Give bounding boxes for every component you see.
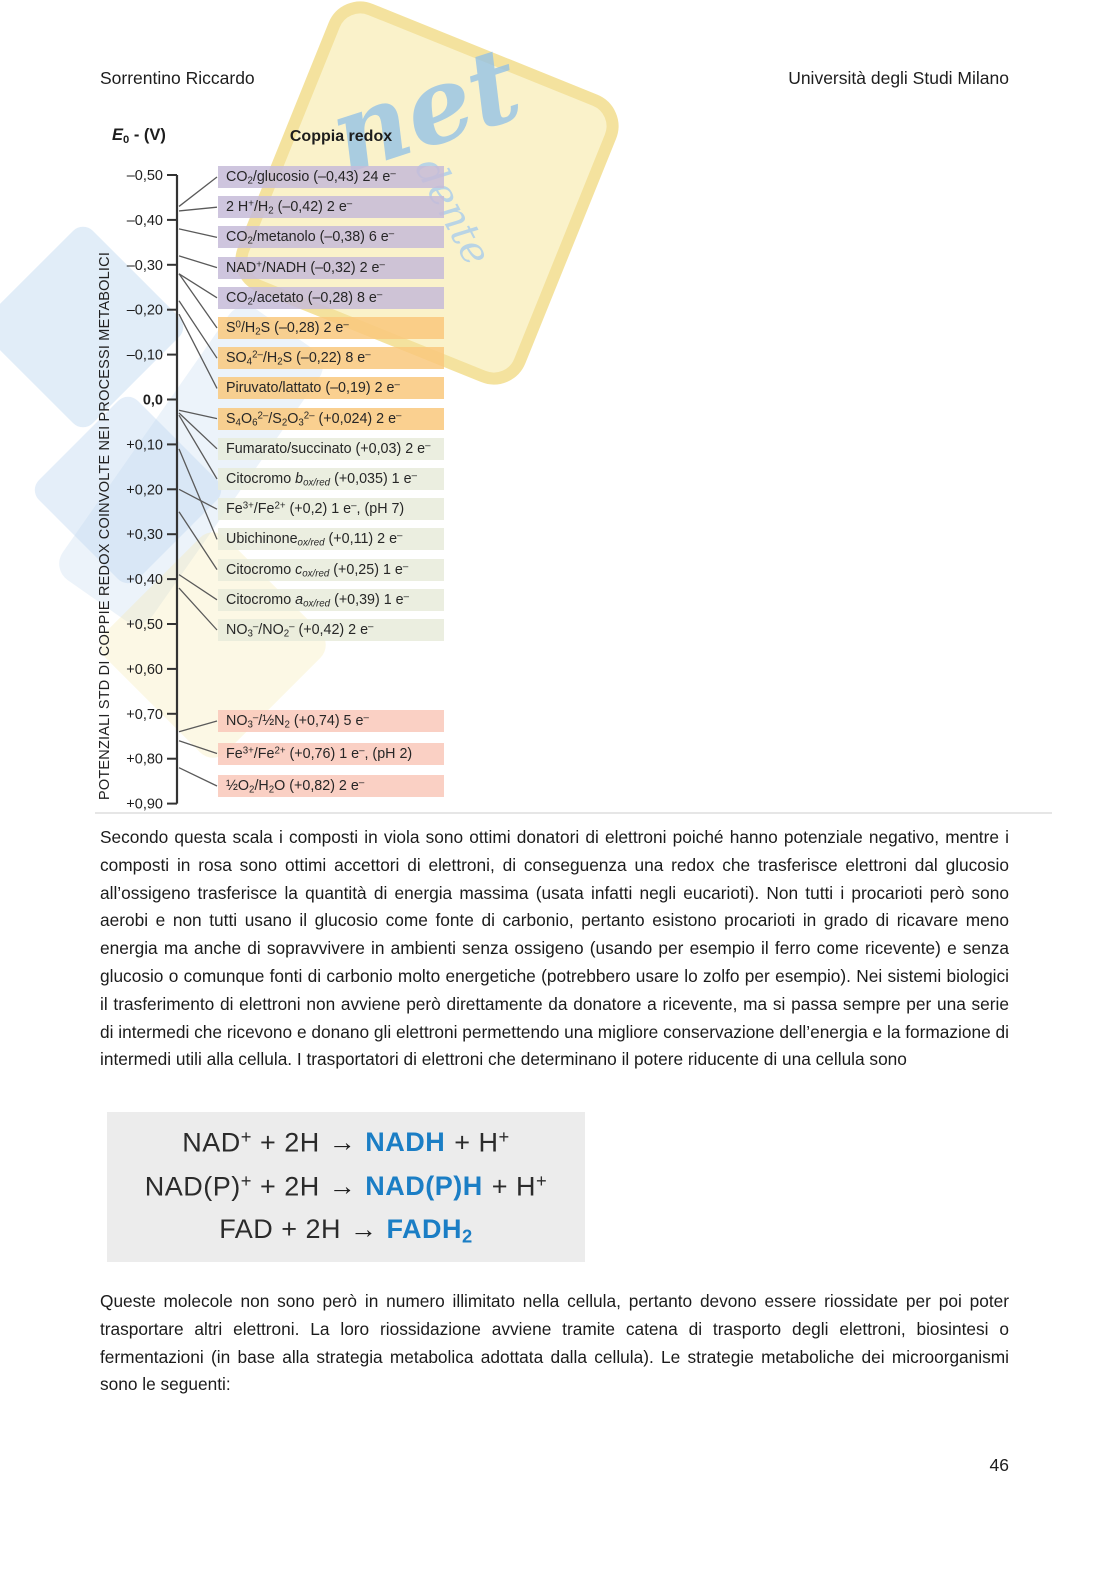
- redox-row: NAD+/NADH (–0,32) 2 e–: [218, 256, 444, 279]
- svg-text:+0,30: +0,30: [126, 527, 163, 543]
- redox-row: NO3–/½N2 (+0,74) 5 e–: [218, 710, 444, 732]
- redox-row: Citocromo cox/red (+0,25) 1 e–: [218, 558, 444, 581]
- figure-column-header: Coppia redox: [289, 128, 393, 145]
- redox-row: 2 H+/H2 (–0,42) 2 e–: [218, 196, 444, 219]
- equation-line: NAD+ + 2H → NADH + H+: [182, 1126, 510, 1158]
- equation-product: NADH: [365, 1127, 446, 1158]
- arrow-right-icon: →: [350, 1214, 378, 1245]
- redox-row: Ubichinoneox/red (+0,11) 2 e–: [218, 528, 444, 551]
- paragraph-1: Secondo questa scala i composti in viola…: [100, 827, 1009, 1070]
- redox-row: CO2/acetato (–0,28) 8 e–: [218, 286, 444, 309]
- watermark-diamond-icon: [0, 220, 190, 434]
- redox-row: CO2/glucosio (–0,43) 24 e–: [218, 166, 444, 188]
- arrow-right-icon: →: [328, 1127, 357, 1158]
- equation-tail: + H+: [491, 1170, 548, 1202]
- arrow-right-icon: →: [328, 1171, 357, 1202]
- equation-reactants: FAD + 2H: [219, 1214, 342, 1245]
- svg-text:+0,80: +0,80: [126, 752, 163, 768]
- figure-axis-and-leader-lines: –0,50 –0,40 –0,30 –0,20 –0,10 0,0 +0,10 +0,20 +0…: [126, 168, 218, 813]
- equation-product: NAD(P)H: [365, 1171, 483, 1202]
- university-name: Università degli Studi Milano: [788, 68, 1009, 88]
- svg-text:+0,90: +0,90: [126, 797, 163, 813]
- equation-reactants: NAD(P)+ + 2H: [144, 1170, 320, 1202]
- equation-product: FADH2: [386, 1214, 473, 1247]
- svg-text:–0,20: –0,20: [127, 303, 163, 319]
- svg-text:+0,60: +0,60: [126, 662, 163, 678]
- paragraph-2: Queste molecole non sono però in numero …: [100, 1291, 1009, 1395]
- redox-row: CO2/metanolo (–0,38) 6 e–: [218, 226, 444, 249]
- redox-row: NO3–/NO2– (+0,42) 2 e–: [218, 619, 444, 641]
- svg-text:–0,10: –0,10: [127, 348, 163, 364]
- equation-line: FAD + 2H → FADH2: [219, 1214, 473, 1248]
- svg-text:+0,20: +0,20: [126, 482, 163, 498]
- redox-row: Citocromo aox/red (+0,39) 1 e–: [218, 588, 444, 611]
- page-number: 46: [989, 1455, 1009, 1475]
- svg-text:–0,30: –0,30: [127, 258, 163, 274]
- equation-block: NAD+ + 2H → NADH + H+ NAD(P)+ + 2H → NAD(P)H + …: [107, 1112, 585, 1262]
- svg-text:0,0: 0,0: [143, 393, 163, 409]
- redox-row: Piruvato/lattato (–0,19) 2 e–: [218, 377, 444, 400]
- equation-reactants: NAD+ + 2H: [182, 1125, 320, 1158]
- equation-tail: + H+: [454, 1125, 510, 1158]
- redox-row: Citocromo box/red (+0,035) 1 e–: [218, 468, 444, 490]
- redox-row: S4O62–/S2O32– (+0,024) 2 e–: [218, 407, 444, 430]
- equation-line: NAD(P)+ + 2H → NAD(P)H + H+: [145, 1170, 548, 1202]
- figure-side-label: POTENZIALI STD DI COPPIE REDOX COINVOLTE…: [97, 251, 113, 800]
- redox-row: Fe3+/Fe2+ (+0,2) 1 e–, (pH 7): [218, 498, 444, 521]
- redox-row: SO42–/H2S (–0,22) 8 e–: [218, 347, 444, 370]
- svg-text:+0,70: +0,70: [126, 707, 163, 723]
- watermark-diamond-icon: [29, 391, 227, 589]
- redox-row: Fumarato/succinato (+0,03) 2 e–: [218, 437, 444, 460]
- redox-row: S0/H2S (–0,28) 2 e–: [218, 317, 444, 339]
- figure-axis-title: E0 - (V): [112, 126, 166, 146]
- figure-divider: [95, 812, 1052, 814]
- svg-text:+0,40: +0,40: [126, 572, 163, 588]
- svg-text:–0,50: –0,50: [127, 168, 163, 184]
- svg-text:+0,10: +0,10: [126, 437, 163, 453]
- svg-text:–0,40: –0,40: [127, 213, 163, 229]
- redox-row: ½O2/H2O (+0,82) 2 e–: [218, 775, 444, 797]
- author-name: Sorrentino Riccardo: [100, 68, 255, 88]
- page-header: Sorrentino Riccardo Università degli Stu…: [100, 68, 1009, 89]
- redox-row: Fe3+/Fe2+ (+0,76) 1 e–, (pH 2): [218, 742, 444, 765]
- svg-text:+0,50: +0,50: [126, 617, 163, 633]
